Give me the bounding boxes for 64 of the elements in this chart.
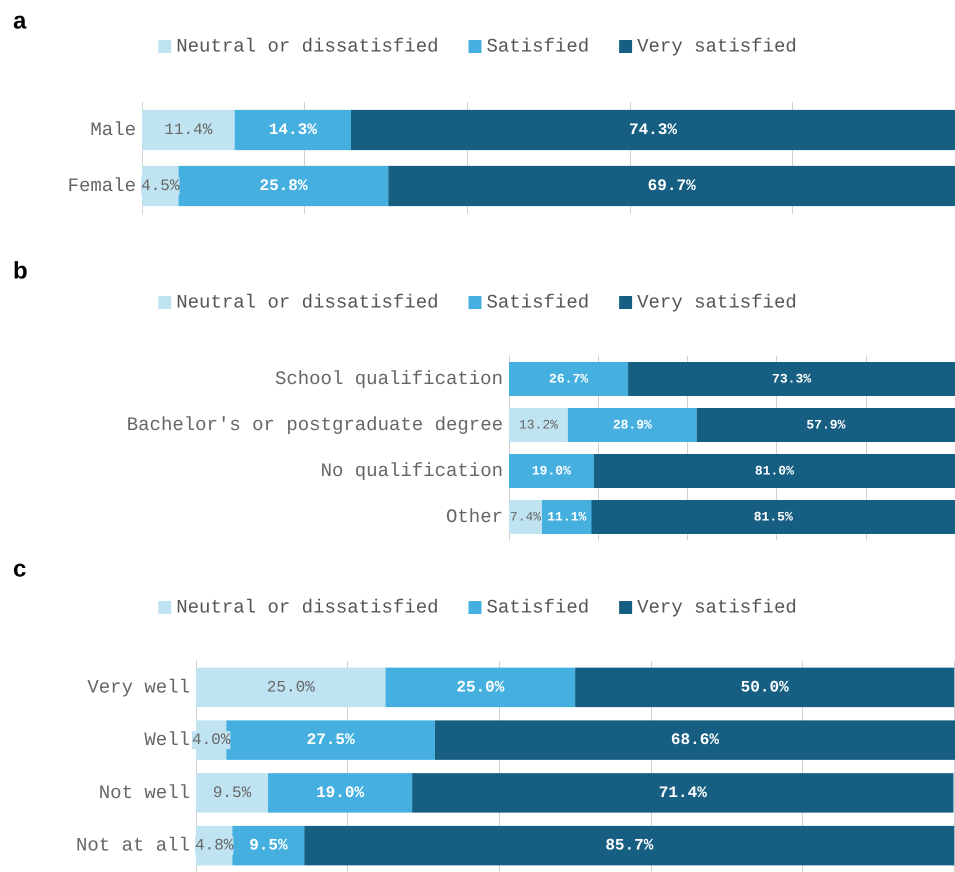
y-tick-label: Not at all [76, 834, 190, 857]
legend-label: Very satisfied [637, 596, 797, 618]
y-tick-label: Female [68, 175, 136, 197]
y-tick-label: Other [446, 506, 503, 528]
y-tick-label: Well [144, 729, 190, 752]
bar [304, 826, 954, 866]
data-label: 19.0% [532, 464, 572, 478]
bar [434, 720, 955, 760]
bar [350, 110, 955, 150]
y-tick-label: No qualification [320, 460, 503, 482]
bar [696, 408, 955, 442]
bar [388, 166, 955, 206]
bar [568, 408, 697, 442]
bar [178, 166, 388, 206]
bar [386, 668, 576, 708]
data-label: 13.2% [518, 418, 558, 432]
data-label: 4.0% [192, 731, 231, 750]
data-label: 73.3% [772, 372, 812, 386]
bar [196, 668, 386, 708]
bar [628, 362, 955, 396]
bar [412, 773, 954, 813]
data-label: 69.7% [648, 177, 696, 195]
data-label: 11.1% [547, 510, 586, 524]
legend-label: Satisfied [486, 596, 590, 618]
data-label: 9.5% [212, 784, 252, 802]
data-label: 68.6% [670, 731, 720, 750]
bar [575, 668, 954, 708]
data-label: 7.4% [510, 510, 542, 524]
data-label: 81.0% [754, 464, 794, 478]
bar [592, 500, 955, 534]
data-label: 4.8% [194, 836, 234, 855]
data-label: 57.9% [806, 418, 846, 432]
y-tick-label: School qualification [274, 368, 503, 390]
data-label: 28.9% [612, 418, 652, 432]
y-tick-label: Very well [87, 676, 190, 698]
data-label: 81.5% [754, 510, 793, 524]
data-label: 74.3% [628, 121, 678, 139]
y-tick-label: Male [90, 119, 136, 141]
legend-label: Neutral or dissatisfied [176, 596, 439, 618]
chart-title: c [13, 556, 26, 582]
data-label: 25.8% [259, 177, 308, 195]
text: b [13, 258, 28, 284]
data-label: 25.0% [456, 678, 505, 696]
data-label: 27.5% [306, 731, 355, 750]
data-label: 26.7% [549, 372, 588, 386]
data-label: 25.0% [266, 678, 316, 696]
legend-label: Very satisfied [637, 36, 797, 58]
data-label: 85.7% [605, 836, 654, 855]
data-label: 71.4% [658, 784, 708, 802]
data-label: 19.0% [316, 784, 364, 802]
legend-label: Satisfied [486, 292, 590, 314]
bar [594, 454, 955, 488]
legend-label: Satisfied [486, 36, 590, 58]
data-label: 9.5% [249, 836, 288, 855]
legend-label: Neutral or dissatisfied [176, 36, 439, 58]
chart-title: a [13, 8, 27, 34]
data-label: 14.3% [268, 121, 318, 139]
y-tick-label: Not well [98, 782, 190, 804]
y-tick-label: Bachelor's or postgraduate degree [126, 414, 503, 436]
legend-label: Very satisfied [637, 292, 797, 314]
data-label: 50.0% [740, 678, 790, 696]
data-label: 11.4% [164, 121, 213, 139]
legend-label: Neutral or dissatisfied [176, 292, 439, 314]
data-label: 4.5% [141, 177, 180, 195]
